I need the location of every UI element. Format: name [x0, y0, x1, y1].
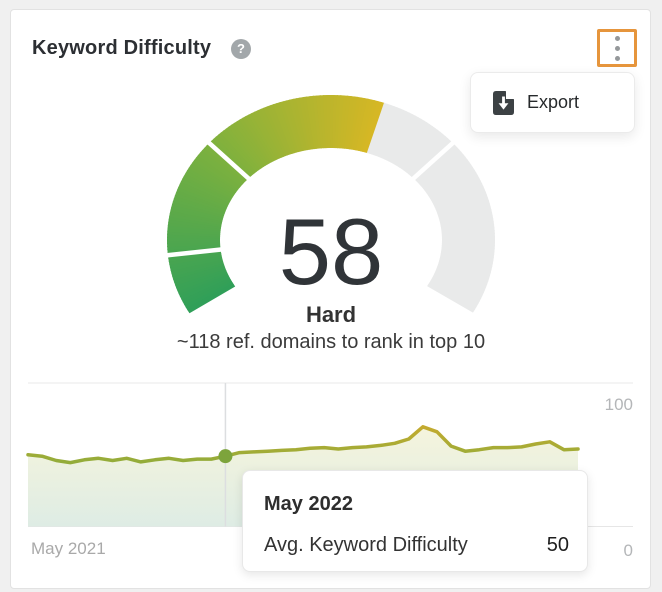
y-axis-tick-0: 0 — [623, 541, 633, 560]
help-icon[interactable]: ? — [231, 39, 251, 59]
kebab-menu-button[interactable] — [597, 29, 637, 67]
chart-tooltip: May 2022 Avg. Keyword Difficulty 50 — [242, 470, 588, 572]
export-menu-item[interactable]: Export — [471, 73, 634, 132]
kebab-menu-icon — [614, 35, 620, 41]
widget-title: Keyword Difficulty — [32, 37, 212, 59]
tooltip-series-label: Avg. Keyword Difficulty — [264, 534, 468, 556]
gauge-annotation: ~118 ref. domains to rank in top 10 — [176, 331, 486, 353]
y-axis-tick-100: 100 — [604, 395, 633, 414]
kebab-menu-icon — [614, 55, 620, 61]
x-axis-tick-may-2021: May 2021 — [31, 539, 106, 558]
context-menu: Export — [470, 72, 635, 133]
tooltip-date: May 2022 — [264, 493, 353, 515]
gauge-value: 58 — [278, 199, 384, 304]
gauge-difficulty-label: Hard — [305, 302, 357, 327]
tooltip-value: 50 — [546, 534, 569, 556]
kebab-menu-icon — [614, 45, 620, 51]
export-download-icon — [493, 90, 514, 115]
export-label: Export — [527, 92, 580, 112]
